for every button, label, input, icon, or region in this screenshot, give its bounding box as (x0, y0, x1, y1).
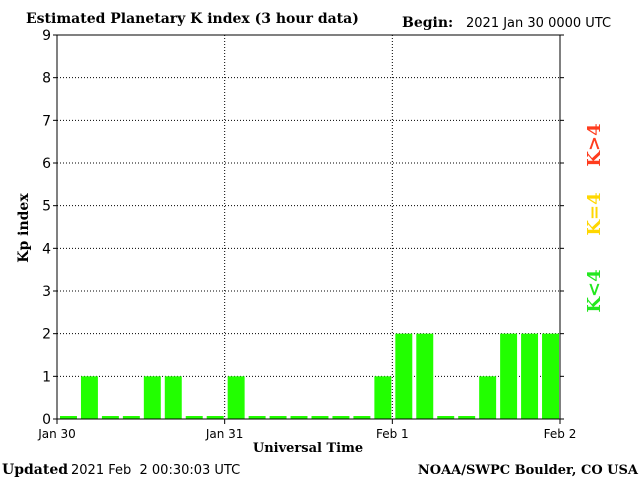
y-tick-label: 7 (42, 113, 51, 129)
legend-k-eq-4: K=4 (584, 192, 605, 235)
bar (269, 416, 287, 419)
legend-k-lt-4: K<4 (584, 269, 605, 312)
y-tick-label: 6 (42, 156, 51, 172)
bar (500, 333, 518, 419)
y-tick-label: 5 (42, 199, 51, 215)
bar (248, 416, 266, 419)
begin-value: 2021 Jan 30 0000 UTC (466, 16, 611, 31)
y-tick-label: 3 (42, 284, 51, 300)
y-tick-label: 0 (42, 412, 51, 428)
bar (416, 333, 434, 419)
bar (164, 376, 182, 419)
updated-value: 2021 Feb 2 00:30:03 UTC (71, 463, 240, 478)
y-tick-label: 9 (42, 28, 51, 44)
bar (227, 376, 245, 419)
x-tick-label: Jan 31 (205, 427, 244, 441)
plot-area: 0 1 2 3 4 5 6 7 8 9 Jan 30 Jan 31 Feb 1 Feb 2 (37, 28, 576, 441)
bar (185, 416, 203, 419)
x-tick-label: Feb 2 (544, 427, 577, 441)
credit-text: NOAA/SWPC Boulder, CO USA (418, 463, 639, 478)
bar (80, 376, 98, 419)
x-tick-label: Jan 30 (37, 427, 76, 441)
bar (521, 333, 539, 419)
bar (437, 416, 455, 419)
plot-frame (56, 34, 561, 420)
begin-label: Begin: (402, 15, 453, 31)
y-tick-label: 8 (42, 71, 51, 87)
updated-label: Updated (2, 462, 68, 478)
bar (458, 416, 476, 419)
legend-k-gt-4: K>4 (584, 123, 605, 166)
y-tick-label: 1 (42, 369, 51, 385)
chart-title: Estimated Planetary K index (3 hour data… (26, 11, 359, 27)
y-tick-label: 2 (42, 327, 51, 343)
x-axis-label: Universal Time (253, 441, 363, 456)
y-axis-label: Kp index (16, 193, 32, 263)
bar (542, 333, 559, 419)
bar (374, 376, 392, 419)
y-tick-label: 4 (42, 241, 51, 257)
x-tick-label: Feb 1 (376, 427, 409, 441)
bar (143, 376, 161, 419)
bar (101, 416, 119, 419)
bar (311, 416, 329, 419)
bar (206, 416, 224, 419)
bar (332, 416, 350, 419)
bar (60, 416, 77, 419)
bar (479, 376, 497, 419)
bar (395, 333, 413, 419)
bar (290, 416, 308, 419)
bar (122, 416, 140, 419)
bar (353, 416, 371, 419)
